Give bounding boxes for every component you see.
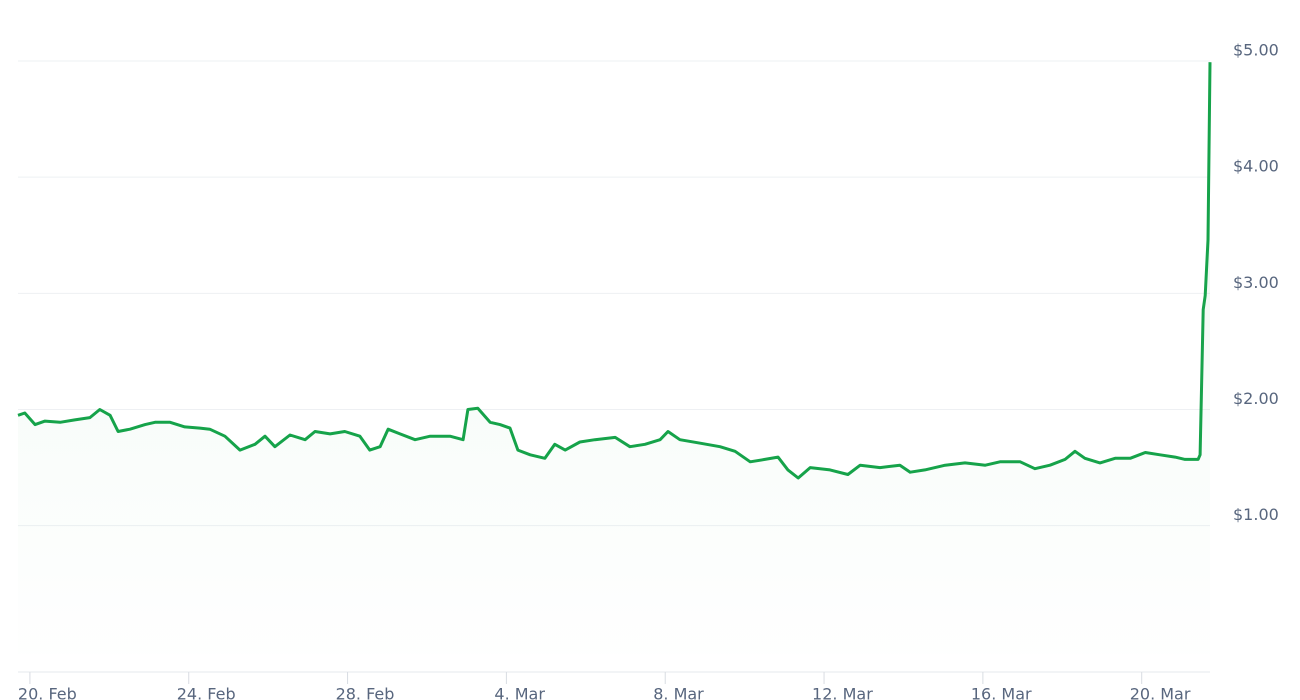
- x-tick-label: 20. Feb: [18, 685, 77, 700]
- x-tick-label: 8. Mar: [653, 685, 704, 700]
- x-tick-label: 4. Mar: [494, 685, 545, 700]
- x-tick-label: 20. Mar: [1130, 685, 1191, 700]
- x-tick-label: 24. Feb: [177, 685, 236, 700]
- y-tick-label: $5.00: [1233, 41, 1279, 60]
- price-line: [17, 62, 1212, 480]
- area-fill: [18, 62, 1210, 672]
- y-tick-label: $4.00: [1233, 157, 1279, 176]
- x-tick-label: 16. Mar: [971, 685, 1032, 700]
- x-tick-label: 28. Feb: [336, 685, 395, 700]
- y-tick-label: $3.00: [1233, 273, 1279, 292]
- y-tick-label: $2.00: [1233, 389, 1279, 408]
- x-tick-label: 12. Mar: [812, 685, 873, 700]
- y-tick-label: $1.00: [1233, 505, 1279, 524]
